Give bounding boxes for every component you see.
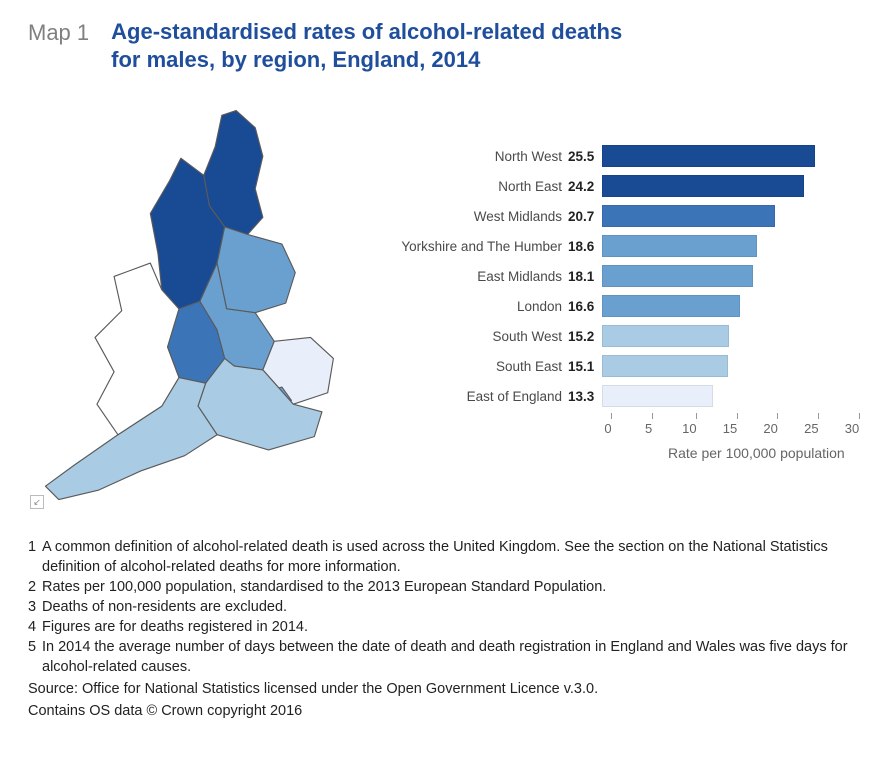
bar-row: North East24.2 (388, 171, 852, 201)
bar-row: Yorkshire and The Humber18.6 (388, 231, 852, 261)
bar-label: West Midlands (388, 209, 568, 224)
x-tick-label: 5 (645, 421, 652, 436)
x-tick-label: 10 (682, 421, 696, 436)
footnote-text: A common definition of alcohol-related d… (42, 537, 852, 577)
bar-value: 25.5 (568, 149, 602, 164)
footnote: 3Deaths of non-residents are excluded. (28, 597, 852, 617)
bar-row: East of England13.3 (388, 381, 852, 411)
title-line-2: for males, by region, England, 2014 (111, 47, 480, 72)
footnote: 2Rates per 100,000 population, standardi… (28, 577, 852, 597)
bar-label: North East (388, 179, 568, 194)
x-tick: 25 (811, 413, 825, 436)
bar-value: 16.6 (568, 299, 602, 314)
bar-value: 18.1 (568, 269, 602, 284)
main-content: ↙ North West25.5North East24.2West Midla… (28, 101, 852, 511)
bar-track (602, 355, 852, 377)
x-axis-title: Rate per 100,000 population (608, 445, 852, 461)
footnote-number: 4 (28, 617, 42, 637)
footnote-text: In 2014 the average number of days betwe… (42, 637, 852, 677)
footnote: 5In 2014 the average number of days betw… (28, 637, 852, 677)
bar-value: 13.3 (568, 389, 602, 404)
bar-fill (602, 205, 775, 227)
footnote-text: Figures are for deaths registered in 201… (42, 617, 852, 637)
x-tick-label: 30 (845, 421, 859, 436)
map-attribution-icon: ↙ (30, 495, 44, 509)
bar-row: London16.6 (388, 291, 852, 321)
bar-label: Yorkshire and The Humber (388, 239, 568, 254)
map-svg (28, 101, 368, 511)
header: Map 1 Age-standardised rates of alcohol-… (28, 18, 852, 73)
bar-track (602, 265, 852, 287)
bar-row: North West25.5 (388, 141, 852, 171)
bar-track (602, 145, 852, 167)
choropleth-map: ↙ (28, 101, 368, 511)
x-tick: 30 (852, 413, 866, 436)
bar-track (602, 175, 852, 197)
bar-fill (602, 295, 740, 317)
bar-label: South East (388, 359, 568, 374)
bar-label: East Midlands (388, 269, 568, 284)
x-tick-label: 0 (604, 421, 611, 436)
bar-value: 24.2 (568, 179, 602, 194)
x-tick-label: 25 (804, 421, 818, 436)
footnote-number: 2 (28, 577, 42, 597)
footnotes: 1A common definition of alcohol-related … (28, 537, 852, 721)
bar-fill (602, 325, 729, 347)
footnote-number: 1 (28, 537, 42, 577)
bar-label: South West (388, 329, 568, 344)
bar-row: West Midlands20.7 (388, 201, 852, 231)
bar-track (602, 295, 852, 317)
bar-chart: North West25.5North East24.2West Midland… (388, 101, 852, 461)
bar-label: North West (388, 149, 568, 164)
bar-label: East of England (388, 389, 568, 404)
x-tick-label: 15 (723, 421, 737, 436)
bar-value: 20.7 (568, 209, 602, 224)
bar-label: London (388, 299, 568, 314)
footnote: 1A common definition of alcohol-related … (28, 537, 852, 577)
bar-fill (602, 235, 757, 257)
x-tick: 5 (649, 413, 656, 436)
bar-fill (602, 385, 713, 407)
footnote-text: Deaths of non-residents are excluded. (42, 597, 852, 617)
map-region-yorkshire-and-the-humber (217, 227, 295, 313)
footnote-number: 5 (28, 637, 42, 677)
bar-row: East Midlands18.1 (388, 261, 852, 291)
x-tick-label: 20 (763, 421, 777, 436)
footnote-number: 3 (28, 597, 42, 617)
x-tick: 0 (608, 413, 615, 436)
x-tick: 15 (730, 413, 744, 436)
x-tick: 20 (771, 413, 785, 436)
bar-track (602, 235, 852, 257)
title-line-1: Age-standardised rates of alcohol-relate… (111, 19, 622, 44)
bar-fill (602, 265, 753, 287)
copyright-line: Contains OS data © Crown copyright 2016 (28, 701, 852, 721)
x-axis: 051015202530 (608, 413, 852, 439)
footnote-text: Rates per 100,000 population, standardis… (42, 577, 852, 597)
bar-fill (602, 355, 728, 377)
map-number-label: Map 1 (28, 18, 89, 46)
bar-fill (602, 175, 804, 197)
bar-row: South East15.1 (388, 351, 852, 381)
footnote: 4Figures are for deaths registered in 20… (28, 617, 852, 637)
bar-row: South West15.2 (388, 321, 852, 351)
bar-track (602, 385, 852, 407)
bar-value: 18.6 (568, 239, 602, 254)
bar-fill (602, 145, 815, 167)
bar-value: 15.1 (568, 359, 602, 374)
page-title: Age-standardised rates of alcohol-relate… (111, 18, 622, 73)
source-line: Source: Office for National Statistics l… (28, 679, 852, 699)
bar-track (602, 205, 852, 227)
bar-rows-container: North West25.5North East24.2West Midland… (388, 141, 852, 411)
bar-value: 15.2 (568, 329, 602, 344)
x-tick: 10 (689, 413, 703, 436)
bar-track (602, 325, 852, 347)
